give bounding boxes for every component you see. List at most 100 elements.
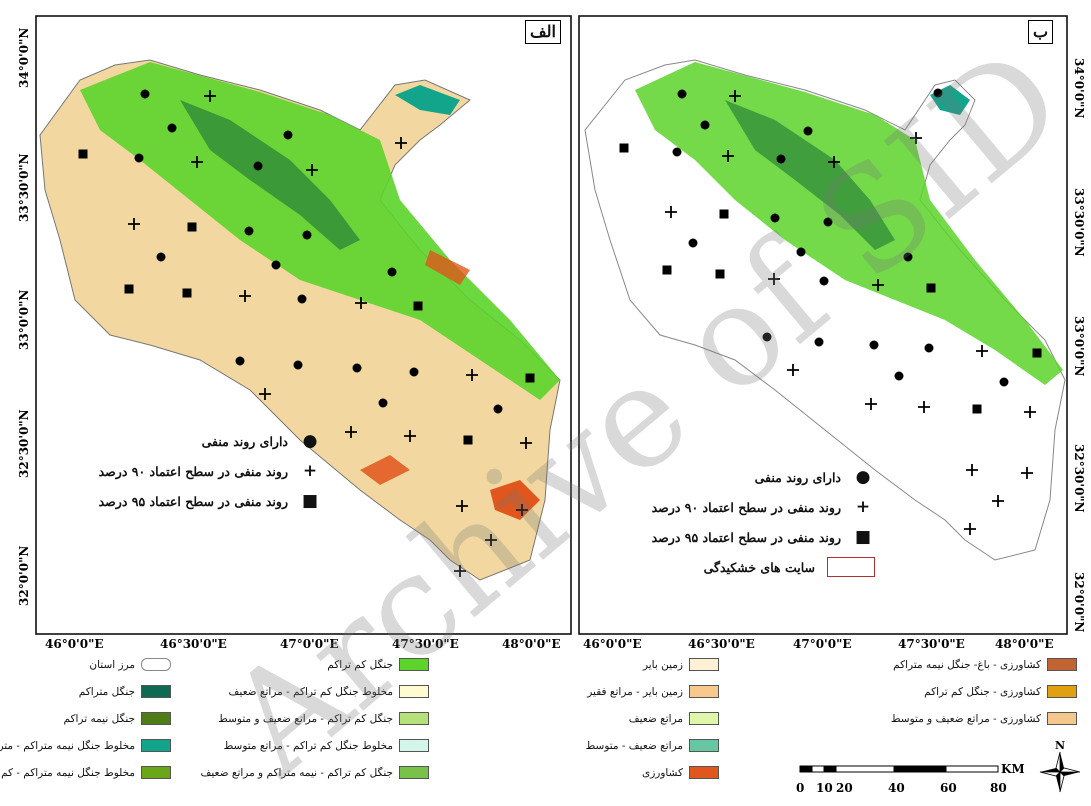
legend-label: کشاورزی - باغ- جنگل نیمه متراکم bbox=[893, 658, 1041, 671]
swatch bbox=[689, 658, 719, 671]
dense-forest-right bbox=[725, 100, 895, 250]
swatch bbox=[399, 658, 429, 671]
swatch bbox=[399, 712, 429, 725]
legend-label: روند منفی در سطح اعتماد ۹۵ درصد bbox=[98, 493, 288, 509]
scale-label: 40 bbox=[888, 781, 905, 795]
x-axis-left: 46°0'0"E 46°30'0"E 47°0'0"E 47°30'0"E 48… bbox=[45, 637, 560, 651]
x-tick-label: 48°0'0"E bbox=[502, 637, 560, 651]
x-tick-label: 46°0'0"E bbox=[45, 637, 103, 651]
scale-label: 10 bbox=[816, 781, 833, 795]
y-tick-label: 34°0'0"N bbox=[17, 28, 31, 88]
legend-label: جنگل کم تراکم bbox=[327, 658, 393, 671]
x-tick-label: 48°0'0"E bbox=[995, 637, 1053, 651]
legend-label: مخلوط جنگل کم تراکم - مراتع ضعیف bbox=[228, 685, 393, 698]
legend-item: مخلوط جنگل نیمه متراکم - متراکم bbox=[0, 737, 171, 754]
stations-left bbox=[78, 89, 535, 577]
legend-row-plus: + روند منفی در سطح اعتماد ۹۰ درصد bbox=[62, 456, 322, 486]
legend-label: جنگل کم تراکم - نیمه متراکم و مراتع ضعیف bbox=[200, 766, 393, 779]
rect-outline-icon bbox=[827, 557, 875, 577]
legend-label: جنگل متراکم bbox=[78, 685, 135, 698]
panel-tag-right: ب bbox=[1028, 20, 1054, 44]
legend-label: زمین بایر - مراتع فقیر bbox=[587, 685, 683, 698]
legend-item: جنگل کم تراکم - نیمه متراکم و مراتع ضعیف bbox=[201, 764, 429, 781]
swatch bbox=[689, 712, 719, 725]
legend-label: کشاورزی bbox=[642, 766, 683, 779]
plus-icon: + bbox=[302, 461, 318, 481]
circle-icon: ● bbox=[855, 467, 871, 487]
legend-label: مخلوط جنگل نیمه متراکم - متراکم bbox=[0, 739, 135, 752]
legend-label: روند منفی در سطح اعتماد ۹۰ درصد bbox=[98, 463, 288, 479]
legend-label: جنگل کم تراکم - مراتع ضعیف و متوسط bbox=[218, 712, 393, 725]
legend-item: جنگل نیمه تراکم bbox=[63, 710, 171, 727]
legend-row-plus: + روند منفی در سطح اعتماد ۹۰ درصد bbox=[585, 492, 875, 522]
y-axis-left: 34°0'0"N 33°30'0"N 33°0'0"N 32°30'0"N 32… bbox=[17, 28, 31, 606]
agri-patch-3 bbox=[425, 250, 470, 285]
swatch bbox=[141, 739, 171, 752]
legend-item: زمین بایر - مراتع فقیر bbox=[587, 683, 719, 700]
y-tick-label: 32°30'0"N bbox=[1072, 444, 1086, 513]
swatch bbox=[1047, 712, 1077, 725]
stations-right bbox=[619, 88, 1042, 535]
map-panel-left: 46°0'0"E 46°30'0"E 47°0'0"E 47°30'0"E 48… bbox=[17, 15, 572, 651]
swatch bbox=[689, 685, 719, 698]
province-border-icon bbox=[141, 658, 171, 671]
y-tick-label: 32°0'0"N bbox=[17, 546, 31, 606]
legend-item: جنگل متراکم bbox=[79, 683, 171, 700]
legend-item: مراتع ضعیف - متوسط bbox=[586, 737, 719, 754]
north-arrow-icon: N bbox=[1039, 739, 1081, 793]
y-tick-label: 33°0'0"N bbox=[1072, 316, 1086, 376]
x-tick-label: 46°0'0"E bbox=[583, 637, 641, 651]
legend-label: مخلوط جنگل نیمه متراکم - کم تراکم bbox=[0, 766, 135, 779]
dense-forest-left bbox=[180, 100, 360, 250]
swatch bbox=[689, 739, 719, 752]
legend-item: جنگل کم تراکم bbox=[327, 656, 429, 673]
y-tick-label: 33°30'0"N bbox=[17, 153, 31, 222]
scale-unit: KM bbox=[1001, 762, 1025, 776]
swatch bbox=[399, 739, 429, 752]
panel-tag-left: الف bbox=[525, 20, 561, 44]
legend-item: جنگل کم تراکم - مراتع ضعیف و متوسط bbox=[218, 710, 429, 727]
y-axis-right: 34°0'0"N 33°30'0"N 33°0'0"N 32°30'0"N 32… bbox=[1072, 58, 1086, 632]
plus-icon: + bbox=[855, 497, 871, 517]
legend-item: مرز استان bbox=[89, 656, 171, 673]
legend-label: روند منفی در سطح اعتماد ۹۵ درصد bbox=[651, 529, 841, 545]
legend-item: مراتع ضعیف bbox=[629, 710, 719, 727]
legend-label: مرز استان bbox=[89, 658, 135, 671]
x-axis-right: 46°0'0"E 46°30'0"E 47°0'0"E 47°30'0"E 48… bbox=[583, 637, 1053, 651]
legend-item: کشاورزی bbox=[642, 764, 719, 781]
legend-label: کشاورزی - جنگل کم تراکم bbox=[924, 685, 1041, 698]
x-tick-label: 46°30'0"E bbox=[688, 637, 755, 651]
legend-label: مراتع ضعیف bbox=[628, 712, 683, 725]
y-tick-label: 33°30'0"N bbox=[1072, 188, 1086, 257]
panel-legend-right: ● دارای روند منفی + روند منفی در سطح اعتما… bbox=[585, 462, 875, 582]
legend-row-square: ■ روند منفی در سطح اعتماد ۹۵ درصد bbox=[585, 522, 875, 552]
legend-label: دارای روند منفی bbox=[201, 433, 288, 449]
legend-label: مراتع ضعیف - متوسط bbox=[585, 739, 683, 752]
swatch bbox=[1047, 685, 1077, 698]
swatch bbox=[399, 766, 429, 779]
y-tick-label: 32°30'0"N bbox=[17, 409, 31, 478]
legend-item: کشاورزی - باغ- جنگل نیمه متراکم bbox=[893, 656, 1077, 673]
map-panel-right: 46°0'0"E 46°30'0"E 47°0'0"E 47°30'0"E 48… bbox=[578, 15, 1086, 651]
swatch bbox=[141, 766, 171, 779]
agri-patch-2 bbox=[360, 455, 410, 485]
legend-row-dieback: سایت های خشکیدگی bbox=[585, 552, 875, 582]
x-tick-label: 47°0'0"E bbox=[793, 637, 851, 651]
legend-row-square: ■ روند منفی در سطح اعتماد ۹۵ درصد bbox=[62, 486, 322, 516]
scale-bar: KM 0 10 20 40 60 80 bbox=[796, 762, 1025, 795]
scale-label: 20 bbox=[836, 781, 853, 795]
legend-item: مخلوط جنگل کم تراکم - مراتع متوسط bbox=[224, 737, 429, 754]
x-tick-label: 47°0'0"E bbox=[280, 637, 338, 651]
legend-label: کشاورزی - مراتع ضعیف و متوسط bbox=[890, 712, 1041, 725]
legend-label: زمین بایر bbox=[642, 658, 683, 671]
legend-item: زمین بایر bbox=[643, 656, 719, 673]
x-tick-label: 46°30'0"E bbox=[160, 637, 227, 651]
x-tick-label: 47°30'0"E bbox=[898, 637, 965, 651]
swatch bbox=[141, 685, 171, 698]
x-tick-label: 47°30'0"E bbox=[392, 637, 459, 651]
legend-label: جنگل نیمه تراکم bbox=[63, 712, 136, 725]
legend-label: مخلوط جنگل کم تراکم - مراتع متوسط bbox=[223, 739, 393, 752]
square-icon: ■ bbox=[854, 527, 872, 547]
lake-left bbox=[395, 85, 460, 115]
swatch bbox=[399, 685, 429, 698]
